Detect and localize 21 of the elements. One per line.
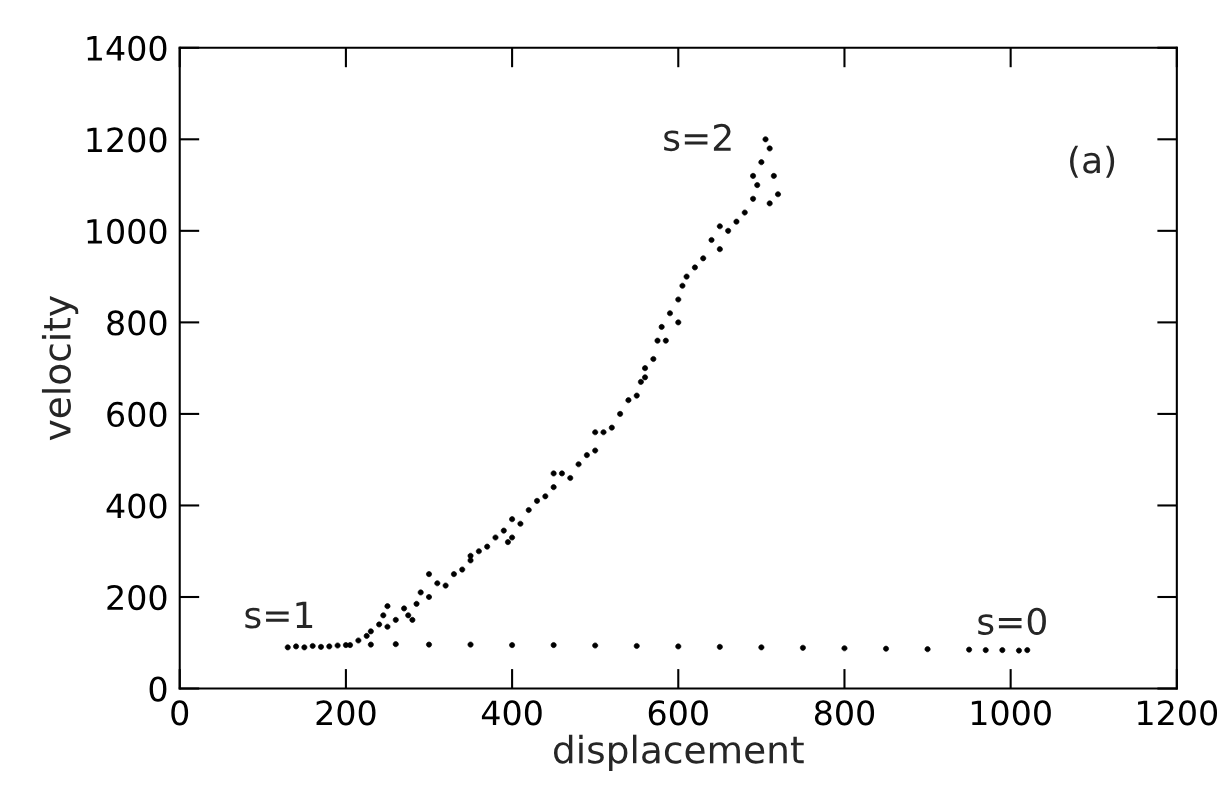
x-axis-title: displacement xyxy=(553,734,804,771)
annotation: s=2 xyxy=(664,123,731,152)
x-tick-label: 0 xyxy=(171,700,189,726)
x-tick-label: 600 xyxy=(648,700,708,726)
y-tick-label: 1200 xyxy=(87,127,167,153)
x-tick-label: 200 xyxy=(316,700,376,726)
y-tick-label: 1000 xyxy=(87,218,167,244)
annotation: (a) xyxy=(1070,145,1115,178)
x-tick-label: 1200 xyxy=(1138,700,1218,726)
x-tick-label: 400 xyxy=(481,700,542,726)
x-tick-label: 800 xyxy=(814,700,875,726)
y-tick-label: 400 xyxy=(106,493,167,519)
annotation: s=1 xyxy=(245,601,313,629)
y-tick-label: 1400 xyxy=(87,35,167,61)
y-tick-label: 600 xyxy=(107,401,167,428)
y-tick-label: 200 xyxy=(107,584,167,611)
annotation: s=0 xyxy=(978,607,1046,635)
y-tick-label: 0 xyxy=(149,676,167,702)
y-axis-title: velocity xyxy=(41,295,79,441)
y-tick-label: 800 xyxy=(107,310,167,336)
x-tick-label: 1000 xyxy=(971,700,1051,726)
